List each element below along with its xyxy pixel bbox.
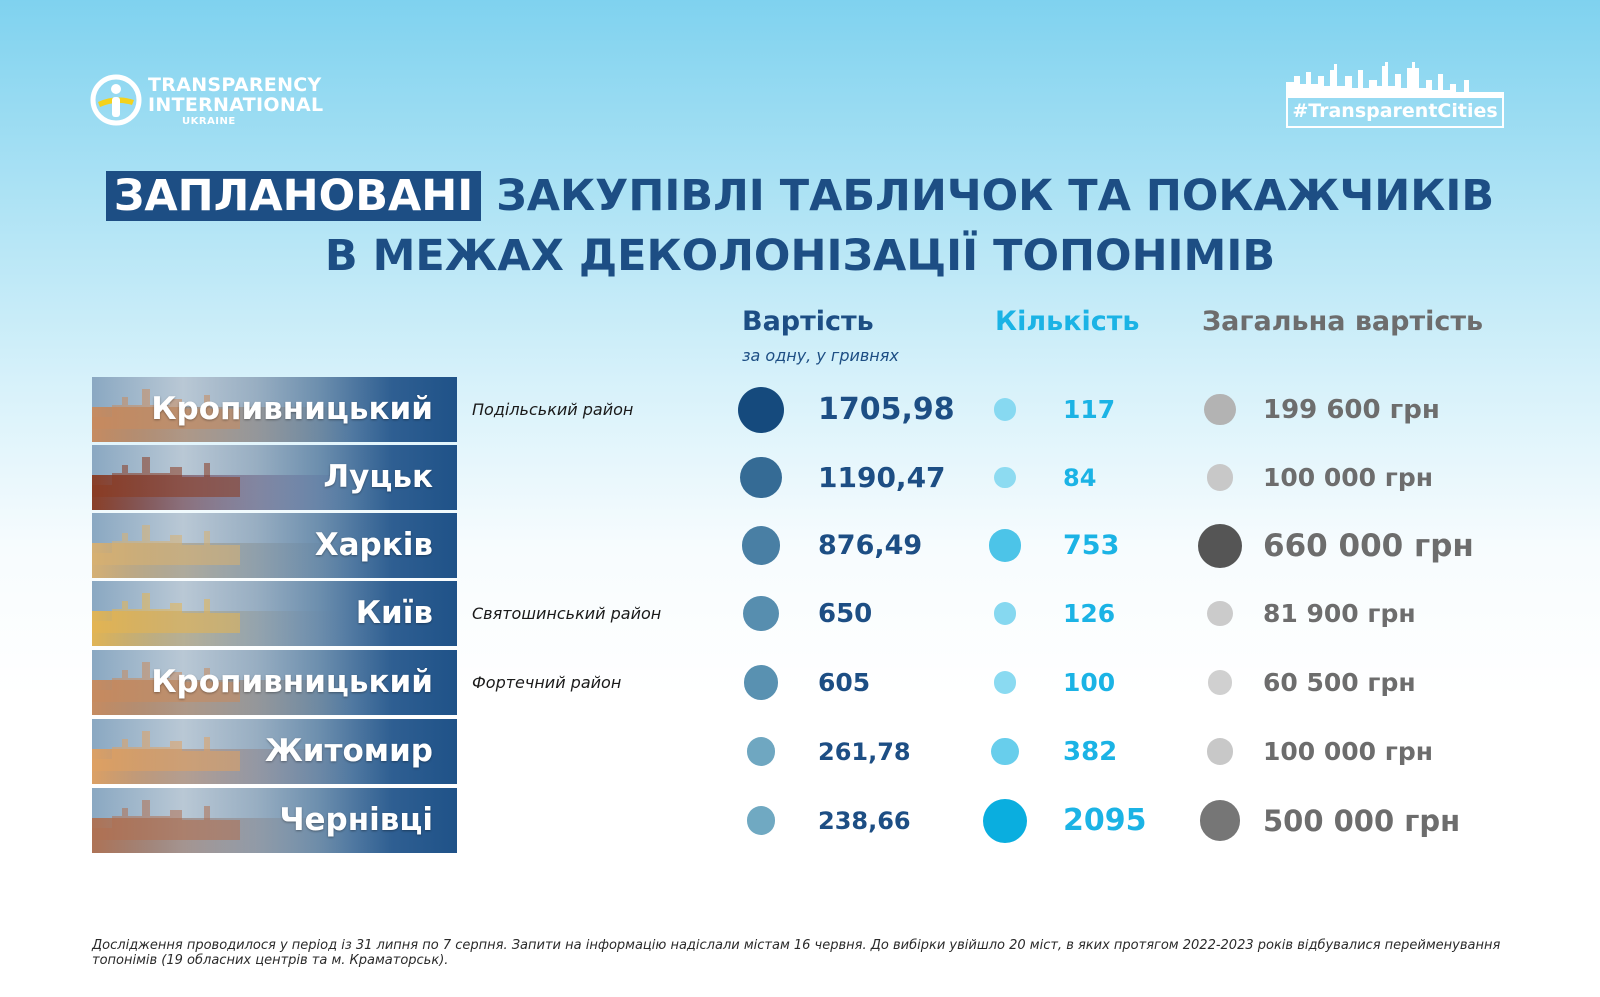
title-line2: В МЕЖАХ ДЕКОЛОНІЗАЦІЇ ТОПОНІМІВ — [324, 231, 1276, 281]
cost-value: 1190,47 — [818, 460, 946, 494]
city-name: Кропивницький — [151, 391, 433, 427]
quantity-value: 753 — [1063, 529, 1120, 561]
city-photo-icon — [92, 662, 352, 715]
quantity-dot — [993, 398, 1017, 421]
quantity-value: 84 — [1063, 463, 1097, 492]
total-value: 199 600 грн — [1263, 394, 1440, 425]
city-band: Житомир — [92, 719, 457, 784]
cost-value: 261,78 — [818, 737, 911, 766]
city-band: Кропивницький — [92, 650, 457, 715]
cost-dot — [743, 595, 779, 632]
city-photo-icon — [92, 800, 352, 853]
total-value: 660 000 грн — [1263, 527, 1474, 564]
total-dot — [1206, 464, 1234, 491]
total-dot — [1207, 670, 1233, 695]
quantity-value: 126 — [1063, 598, 1116, 628]
hashtag-label: #TransparentCities — [1286, 94, 1504, 128]
quantity-value: 117 — [1063, 394, 1116, 424]
city-photo-icon — [92, 731, 352, 784]
city-name: Харків — [314, 527, 433, 563]
city-photo-icon — [92, 525, 352, 578]
total-dot — [1199, 800, 1241, 841]
total-dot — [1206, 738, 1234, 765]
city-band: Київ — [92, 581, 457, 646]
quantity-dot — [988, 529, 1022, 562]
transparency-international-logo: TRANSPARENCY INTERNATIONAL UKRAINE — [90, 72, 330, 128]
quantity-dot — [993, 671, 1017, 694]
district-label: Фортечний район — [472, 672, 622, 692]
cost-dot — [743, 665, 779, 700]
city-name: Чернівці — [279, 802, 433, 838]
city-name: Луцьк — [323, 459, 433, 495]
total-dot — [1207, 600, 1233, 627]
quantity-dot — [983, 798, 1027, 843]
cost-value: 1705,98 — [818, 391, 955, 427]
cost-dot — [741, 526, 781, 565]
header-cost: Вартість — [742, 306, 874, 337]
district-label: Подільський район — [472, 399, 634, 419]
quantity-dot — [993, 602, 1017, 625]
city-name: Київ — [355, 595, 433, 631]
title-rest: ЗАКУПІВЛІ ТАБЛИЧОК ТА ПОКАЖЧИКІВ — [481, 171, 1495, 221]
cost-dot — [746, 806, 776, 835]
logo-line3: UKRAINE — [182, 116, 236, 127]
header-cost-subtitle: за одну, у гривнях — [742, 346, 899, 365]
header-quantity: Кількість — [995, 306, 1140, 337]
cost-value: 605 — [818, 667, 871, 697]
city-photo-icon — [92, 593, 352, 646]
district-label: Святошинський район — [472, 603, 662, 623]
quantity-dot — [994, 466, 1016, 489]
total-value: 60 500 грн — [1263, 667, 1416, 697]
city-name: Кропивницький — [151, 664, 433, 700]
cost-value: 876,49 — [818, 529, 923, 561]
city-skyline-icon — [1286, 62, 1504, 98]
transparent-cities-badge: #TransparentCities — [1286, 62, 1504, 128]
header-total: Загальна вартість — [1202, 306, 1484, 337]
cost-value: 238,66 — [818, 806, 911, 835]
footnote: Дослідження проводилося у період із 31 л… — [92, 938, 1501, 968]
city-band: Луцьк — [92, 445, 457, 510]
title-highlight: ЗАПЛАНОВАНІ — [105, 171, 482, 221]
quantity-value: 382 — [1063, 736, 1118, 767]
cost-dot — [738, 386, 784, 433]
city-band: Кропивницький — [92, 377, 457, 442]
logo-line2: INTERNATIONAL — [148, 94, 324, 116]
cost-dot — [740, 456, 782, 499]
quantity-value: 100 — [1063, 667, 1116, 697]
total-value: 100 000 грн — [1263, 736, 1434, 766]
total-dot — [1204, 393, 1236, 426]
quantity-value: 2095 — [1063, 802, 1147, 838]
quantity-dot — [991, 737, 1019, 766]
city-photo-icon — [92, 457, 352, 510]
city-band: Чернівці — [92, 788, 457, 853]
title-line1: ЗАПЛАНОВАНІ ЗАКУПІВЛІ ТАБЛИЧОК ТА ПОКАЖЧ… — [0, 168, 1600, 224]
city-band: Харків — [92, 513, 457, 578]
city-photo-icon — [92, 389, 352, 442]
city-name: Житомир — [264, 733, 433, 769]
total-value: 100 000 грн — [1263, 462, 1434, 492]
ti-logo-icon — [90, 74, 142, 126]
cost-dot — [746, 737, 776, 766]
total-dot — [1198, 523, 1242, 568]
cost-value: 650 — [818, 598, 873, 629]
total-value: 81 900 грн — [1263, 598, 1416, 628]
total-value: 500 000 грн — [1263, 803, 1461, 838]
logo-line1: TRANSPARENCY — [148, 74, 322, 96]
